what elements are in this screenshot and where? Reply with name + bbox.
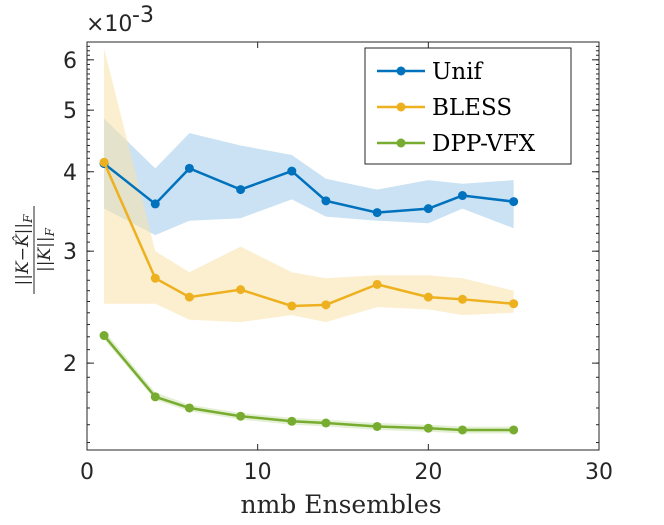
y-tick-label: 5 [63, 99, 77, 124]
legend-unif-marker [396, 66, 406, 76]
unif-point [321, 196, 331, 206]
unif-point [184, 163, 194, 173]
dpp-vfx-point [423, 423, 433, 433]
legend-bless-marker [396, 102, 406, 112]
unif-point [423, 204, 433, 214]
y-axis-ticks: 2 3 4 5 6 [63, 45, 599, 444]
x-tick-label: 30 [585, 460, 613, 485]
confidence-bands [104, 48, 514, 434]
dpp-vfx-point [150, 392, 160, 402]
bless-line [102, 161, 514, 308]
y-label-denominator-text: ||K|| [35, 236, 55, 272]
dpp-vfx-line [103, 334, 514, 432]
bless-point [457, 294, 467, 304]
dpp-vfx-point [509, 425, 519, 435]
bless-point [372, 279, 382, 289]
y-tick-label: 3 [63, 240, 77, 265]
unif-point [509, 197, 519, 207]
bless-band [104, 48, 514, 323]
y-label-numerator-text: ||K−K̂|| [13, 223, 33, 286]
x-tick-label: 10 [244, 460, 272, 485]
x-axis-label: nmb Ensembles [240, 490, 441, 519]
exponent-label: ×10 -3 [86, 3, 154, 37]
bless-point [509, 299, 519, 309]
bless-point [321, 300, 331, 310]
dpp-vfx-band [104, 330, 514, 434]
unif-line [103, 162, 514, 214]
legend: Unif BLESS DPP-VFX [364, 47, 572, 165]
unif-point [236, 185, 246, 195]
y-tick-label: 6 [63, 49, 77, 74]
plot-frame [86, 41, 600, 451]
x-tick-label: 20 [414, 460, 442, 485]
legend-dpp-vfx-label: DPP-VFX [432, 131, 536, 157]
dpp-vfx-point [372, 421, 382, 431]
unif-point [287, 166, 297, 176]
x-tick-label: 0 [80, 460, 94, 485]
dpp-vfx-point [99, 331, 109, 341]
exponent-base: ×10 [86, 12, 132, 37]
bless-point [184, 292, 194, 302]
legend-bless-label: BLESS [432, 95, 512, 121]
bless-point [423, 292, 433, 302]
y-tick-label: 2 [63, 352, 77, 377]
y-label-denominator: ||K||F [35, 227, 57, 272]
bless-point [236, 285, 246, 295]
y-axis-label: ||K−K̂||F ||K||F [13, 206, 57, 294]
bless-point [150, 273, 160, 283]
legend-unif-label: Unif [432, 59, 484, 85]
y-tick-label: 4 [63, 161, 77, 186]
bless-point [99, 157, 109, 167]
y-label-denominator-sub: F [43, 227, 57, 237]
dpp-vfx-point [287, 416, 297, 426]
series-lines [99, 157, 519, 435]
legend-dpp-vfx-marker [396, 138, 406, 148]
dpp-vfx-point [236, 411, 246, 421]
dpp-vfx-point [321, 418, 331, 428]
bless-point [287, 301, 297, 311]
y-label-numerator-sub: F [21, 214, 35, 224]
unif-point [150, 199, 160, 209]
unif-point [372, 208, 382, 218]
y-label-numerator: ||K−K̂||F [13, 214, 35, 286]
x-axis-ticks: 0 10 20 30 [80, 42, 613, 485]
axes [86, 41, 600, 451]
unif-point [457, 191, 467, 201]
unif-band [104, 118, 514, 236]
exponent-power: -3 [132, 3, 154, 28]
dpp-vfx-point [184, 403, 194, 413]
dpp-vfx-point [457, 425, 467, 435]
